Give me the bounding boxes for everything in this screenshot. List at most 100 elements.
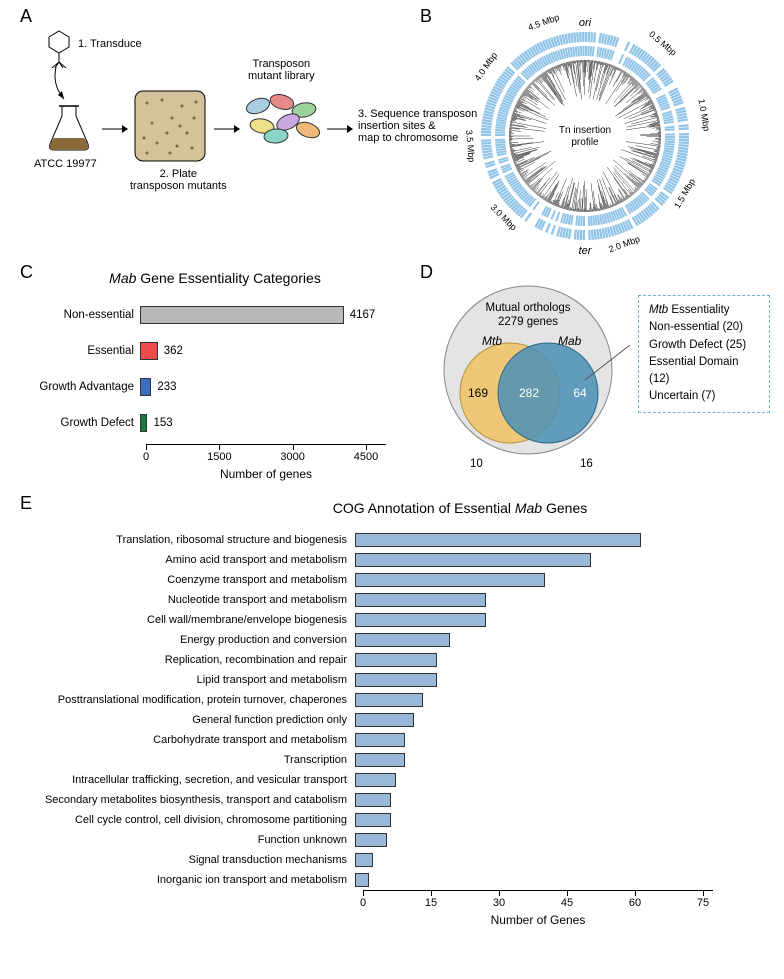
bar-row: Essential 362 [20,336,410,366]
bar-rect [355,553,591,567]
mtb-label: Mtb [482,334,502,348]
svg-text:2279 genes: 2279 genes [498,316,558,328]
bar-rect [355,753,405,767]
essentiality-box: Mtb Essentiality Non-essential (20) Grow… [638,295,770,413]
axis-e: 01530456075 [363,890,713,891]
plate-icon [132,88,208,164]
svg-text:16: 16 [580,458,593,470]
bar-label: Growth Advantage [20,381,140,393]
bar-rect [355,773,396,787]
box-line: Essential Domain (12) [649,354,759,389]
bar-row: Signal transduction mechanisms [20,850,760,870]
circular-plot: Tn insertionprofileoriter0.5 Mbp1.0 Mbp1… [420,10,750,258]
bar-row: Energy production and conversion [20,630,760,650]
svg-text:0.5 Mbp: 0.5 Mbp [647,29,678,58]
bar-value: 233 [157,381,176,393]
bar-rect [140,306,344,324]
bar-rect [355,693,423,707]
library-icon [242,90,322,146]
bar-value: 153 [153,417,172,429]
bar-row: Growth Defect 153 [20,408,410,438]
svg-text:Mutual orthologs: Mutual orthologs [485,302,570,314]
bar-rect [355,813,391,827]
xlabel-c: Number of genes [146,467,386,481]
bar-label: Inorganic ion transport and metabolism [20,874,355,886]
bar-rect [355,873,369,887]
bar-label: Cell wall/membrane/envelope biogenesis [20,614,355,626]
bar-label: Nucleotide transport and metabolism [20,594,355,606]
bar-label: Lipid transport and metabolism [20,674,355,686]
box-title: Mtb Essentiality [649,302,759,319]
arrow-icon [50,65,80,105]
bar-row: Secondary metabolites biosynthesis, tran… [20,790,760,810]
bar-row: Intracellular trafficking, secretion, an… [20,770,760,790]
bar-row: Translation, ribosomal structure and bio… [20,530,760,550]
bar-label: Cell cycle control, cell division, chrom… [20,814,355,826]
bar-rect [355,633,450,647]
flask-icon [44,102,94,154]
xlabel-e: Number of Genes [363,913,713,927]
step2-label: 2. Plate transposon mutants [130,168,227,192]
bar-label: Signal transduction mechanisms [20,854,355,866]
bar-label: Non-essential [20,309,140,321]
bar-label: Carbohydrate transport and metabolism [20,734,355,746]
panel-c-barchart: Mab Gene Essentiality Categories Non-ess… [20,270,410,470]
svg-text:10: 10 [470,458,483,470]
svg-text:profile: profile [571,137,599,148]
arrow-icon [325,122,355,136]
phage-icon [44,28,74,68]
chart-e-title: COG Annotation of Essential Mab Genes [160,500,760,516]
bar-rect [355,673,437,687]
bar-rect [355,733,405,747]
bar-row: Amino acid transport and metabolism [20,550,760,570]
svg-text:282: 282 [519,386,539,400]
bar-row: Non-essential4167 [20,300,410,330]
arrow-icon [212,122,242,136]
axis-c: 0150030004500 [146,444,386,445]
bar-row: Lipid transport and metabolism [20,670,760,690]
panel-b-circular: Tn insertionprofileoriter0.5 Mbp1.0 Mbp1… [420,10,770,250]
bar-label: Function unknown [20,834,355,846]
bar-label: Secondary metabolites biosynthesis, tran… [20,794,355,806]
arrow-icon [100,122,130,136]
bar-row: Transcription [20,750,760,770]
box-line: Uncertain (7) [649,388,759,405]
bar-label: Energy production and conversion [20,634,355,646]
box-line: Growth Defect (25) [649,337,759,354]
panel-a-workflow: 1. Transduce ATCC 19977 2. Plate transpo… [20,10,450,210]
bar-rect [355,833,387,847]
bar-label: Growth Defect [20,417,140,429]
svg-text:4.0 Mbp: 4.0 Mbp [472,50,499,82]
bar-label: General function prediction only [20,714,355,726]
bar-rect [140,378,151,396]
svg-text:4.5 Mbp: 4.5 Mbp [527,12,561,33]
bar-value: 362 [164,345,183,357]
bar-row: Replication, recombination and repair [20,650,760,670]
bar-row: Carbohydrate transport and metabolism [20,730,760,750]
bar-row: Cell cycle control, cell division, chrom… [20,810,760,830]
bar-rect [355,713,414,727]
svg-text:ori: ori [579,17,592,29]
box-line: Non-essential (20) [649,319,759,336]
svg-text:3.5 Mbp: 3.5 Mbp [464,129,477,162]
bar-rect [355,573,545,587]
bar-label: Amino acid transport and metabolism [20,554,355,566]
bar-label: Essential [20,345,140,357]
bar-rect [355,593,486,607]
bar-label: Transcription [20,754,355,766]
step1-label: 1. Transduce [78,38,142,50]
panel-e-barchart: COG Annotation of Essential Mab Genes Tr… [20,500,760,970]
venn-diagram: Mutual orthologs 2279 genes Mtb Mab 169 … [420,275,635,475]
bar-row: Inorganic ion transport and metabolism [20,870,760,890]
bar-rect [140,414,147,432]
bar-rect [355,653,437,667]
bar-row: Nucleotide transport and metabolism [20,590,760,610]
chart-c-title: Mab Gene Essentiality Categories [20,270,410,286]
svg-text:64: 64 [573,386,587,400]
bar-row: Growth Advantage 233 [20,372,410,402]
bar-row: Function unknown [20,830,760,850]
bar-label: Coenzyme transport and metabolism [20,574,355,586]
bar-rect [355,793,391,807]
svg-text:1.0 Mbp: 1.0 Mbp [696,98,711,132]
bar-rect [140,342,158,360]
